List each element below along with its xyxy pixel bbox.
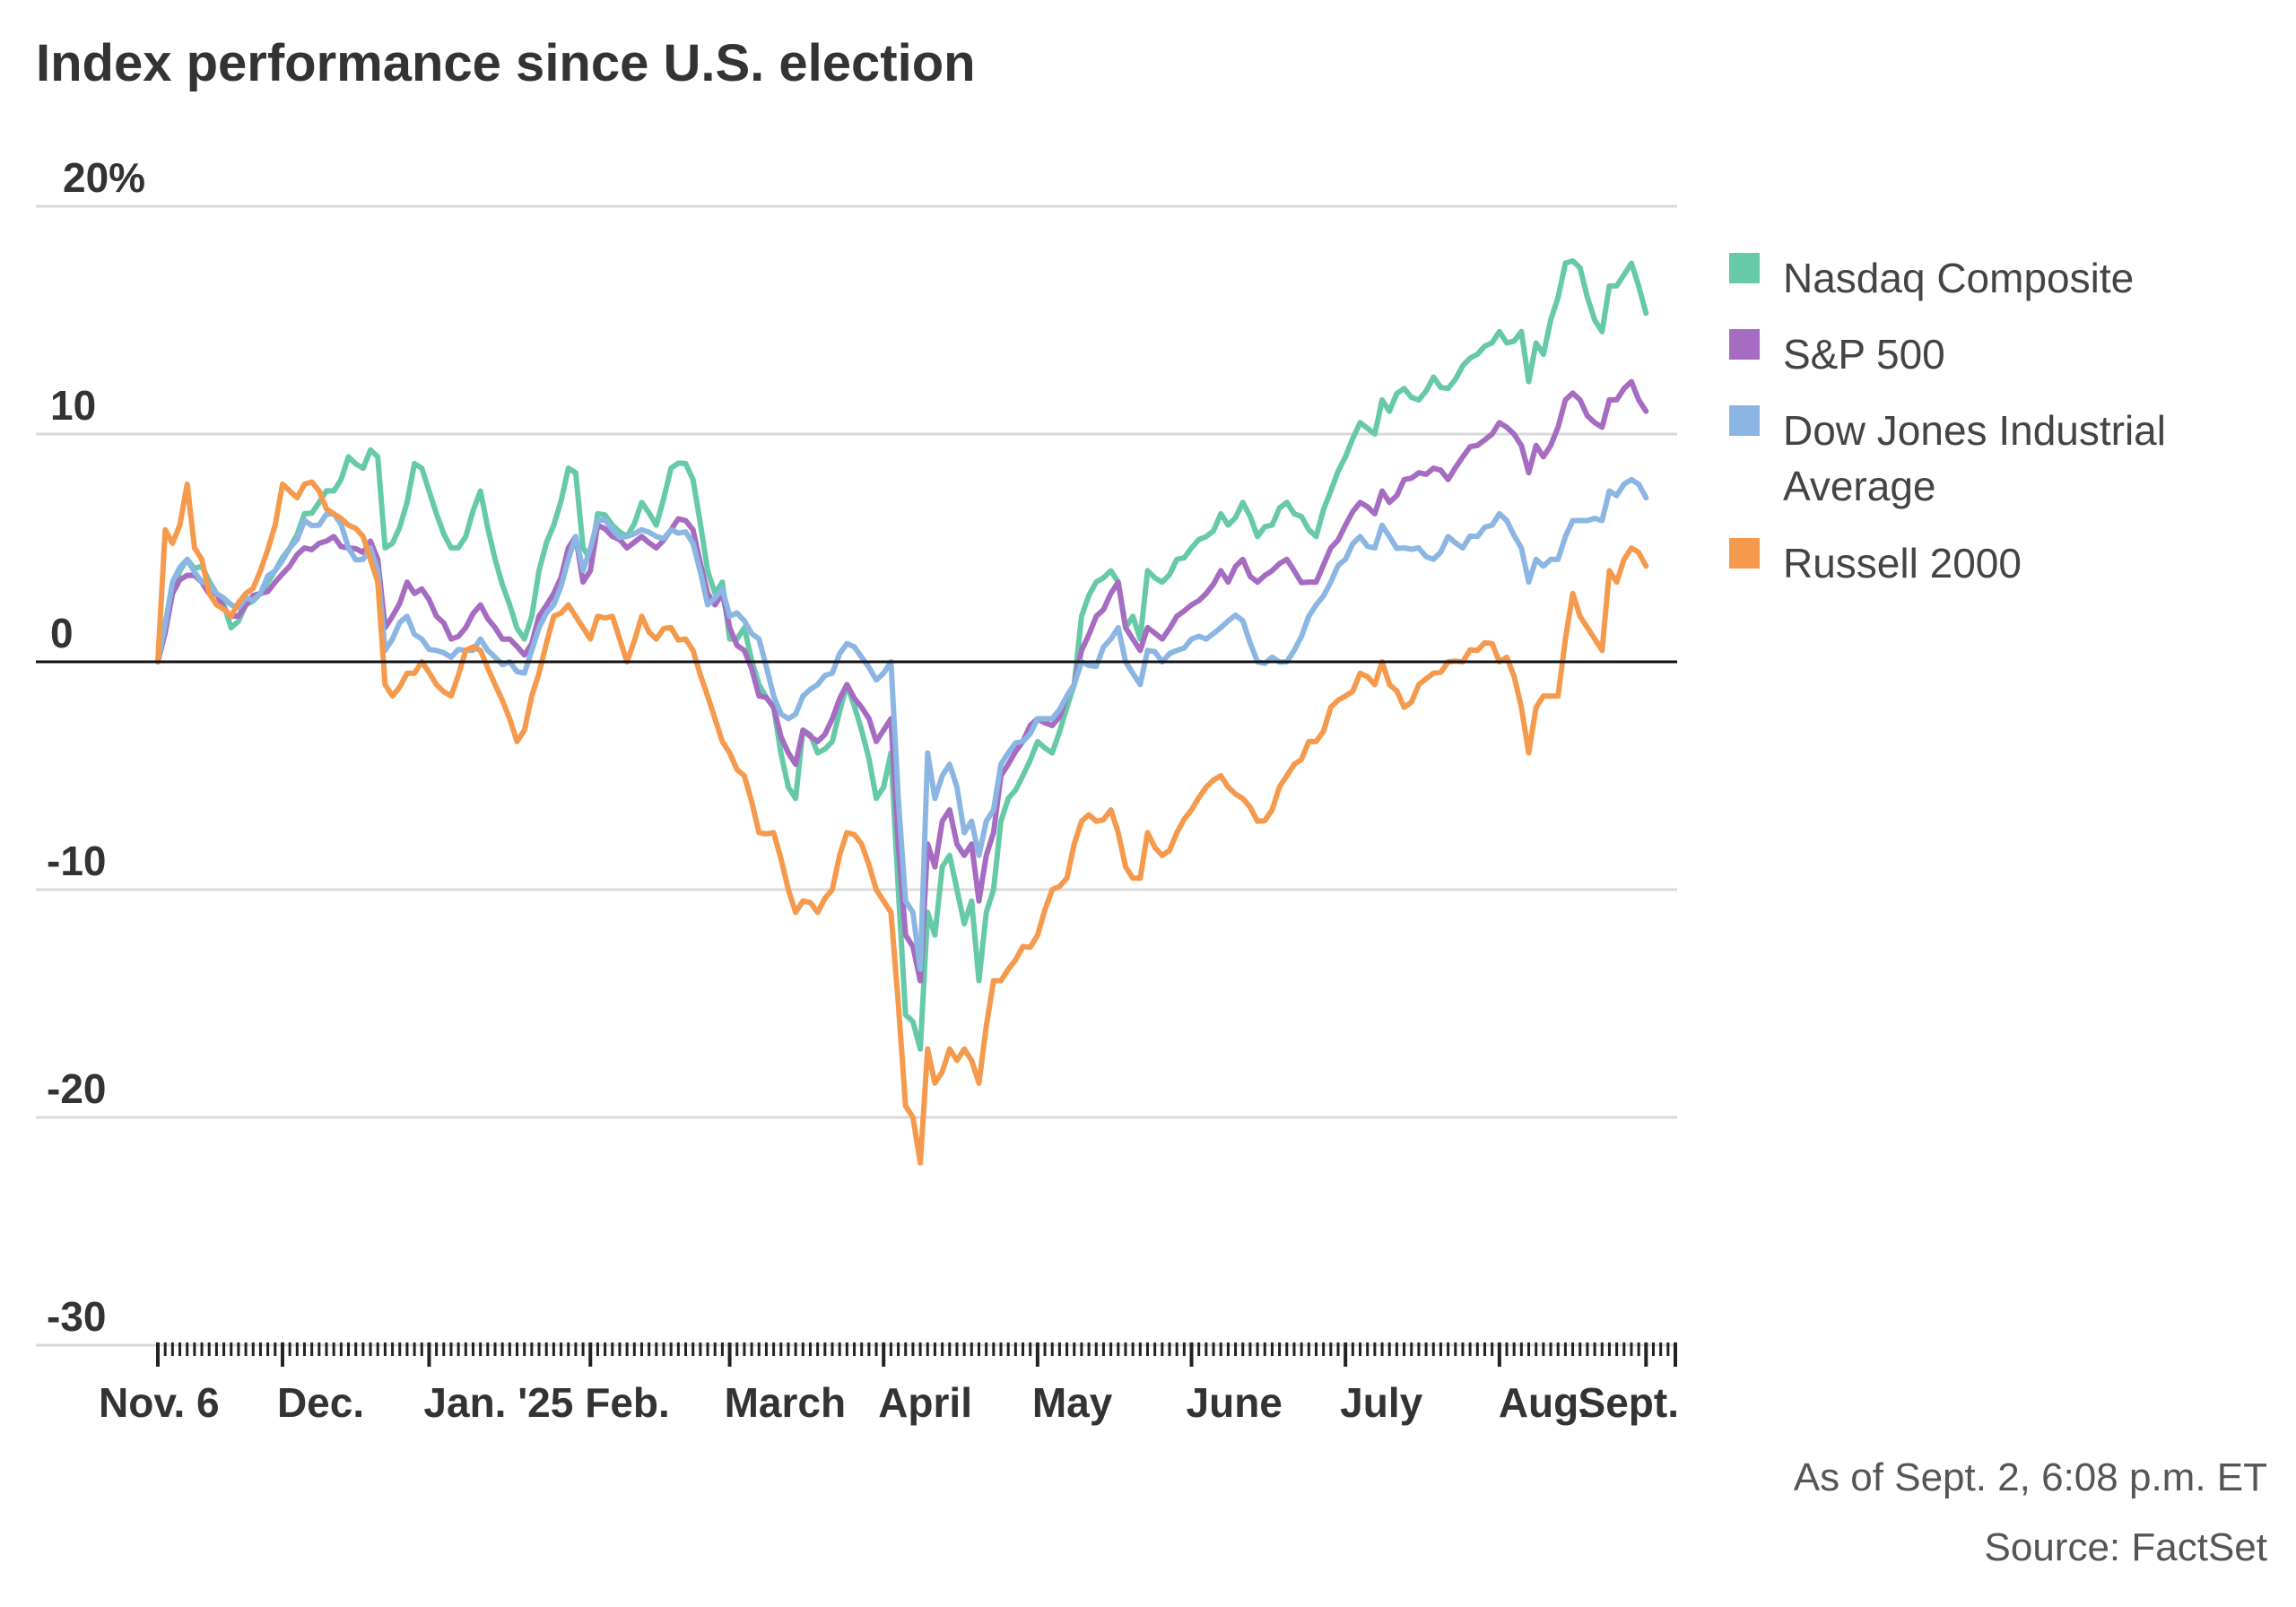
legend-swatch — [1729, 538, 1760, 569]
footer: As of Sept. 2, 6:08 p.m. ET Source: Fact… — [1794, 1455, 2267, 1569]
legend-label: S&P 500 — [1783, 331, 1945, 378]
series-line-s-p-500 — [155, 378, 1649, 984]
legend-swatch — [1729, 253, 1760, 283]
legend-label: Russell 2000 — [1783, 540, 2022, 586]
gridlines — [36, 204, 1677, 1347]
x-tick-label: May — [1032, 1379, 1113, 1426]
legend-label: Dow Jones Industrial — [1783, 407, 2166, 454]
series-line-russell-2000 — [155, 479, 1649, 1166]
y-tick-label: -10 — [47, 838, 106, 884]
series-line-dow-jones-industrial-average — [155, 476, 1649, 972]
legend: Nasdaq Composite S&P 500 Dow Jones Industr… — [1729, 253, 2166, 586]
source-note: Source: FactSet — [1985, 1525, 2267, 1569]
series-line-nasdaq-composite — [155, 258, 1649, 1052]
timestamp-note: As of Sept. 2, 6:08 p.m. ET — [1794, 1455, 2267, 1499]
y-tick-label: 20% — [63, 154, 145, 201]
x-tick-label: March — [725, 1379, 846, 1426]
x-tick-label: Dec. — [277, 1379, 364, 1426]
x-tick-label: Aug. — [1499, 1379, 1590, 1426]
x-axis: Nov. 6 Dec. Jan. '25 Feb. March April May June J… — [99, 1342, 1679, 1426]
legend-swatch — [1729, 329, 1760, 360]
y-tick-label: -30 — [47, 1293, 106, 1340]
x-tick-label: Jan. '25 — [423, 1379, 573, 1426]
x-tick-label: Sept. — [1578, 1379, 1679, 1426]
y-axis-labels: 20% 10 0 -10 -20 -30 — [47, 154, 145, 1340]
x-tick-label: Nov. 6 — [99, 1379, 220, 1426]
y-tick-label: 0 — [50, 610, 74, 656]
x-tick-label: April — [878, 1379, 972, 1426]
legend-swatch — [1729, 405, 1760, 436]
series-lines — [36, 258, 1677, 1166]
x-tick-label: June — [1187, 1379, 1283, 1426]
legend-label: Nasdaq Composite — [1783, 255, 2134, 301]
x-tick-label: July — [1340, 1379, 1422, 1426]
chart-title: Index performance since U.S. election — [36, 34, 976, 92]
x-tick-label: Feb. — [585, 1379, 670, 1426]
y-tick-label: 10 — [50, 382, 96, 429]
legend-label: Average — [1783, 463, 1936, 509]
y-tick-label: -20 — [47, 1065, 106, 1112]
